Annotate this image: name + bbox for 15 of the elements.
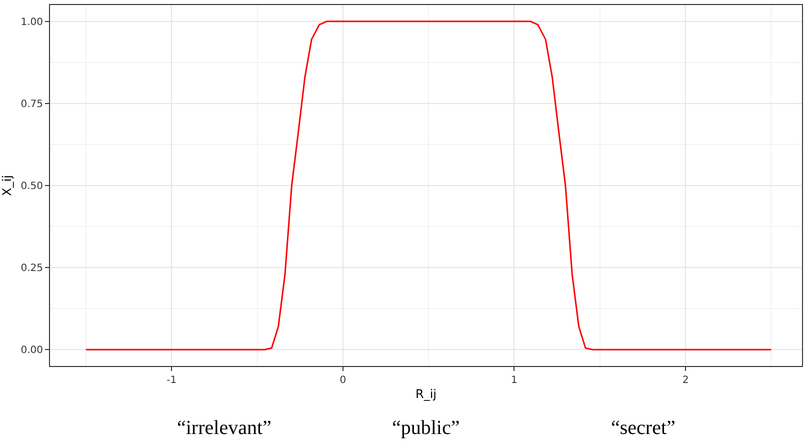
y-tick-label: 1.00 [20,16,43,28]
y-tick-label: 0.25 [20,263,43,274]
text: “secret” [611,417,676,439]
x-axis-title: R_ij [415,386,437,401]
y-tick-label: 0.75 [20,98,43,110]
text: “irrelevant” [177,417,272,439]
y-tick-label: 0.00 [20,345,43,356]
x-tick-label: 0 [340,375,346,386]
x-tick-label: -1 [166,375,177,386]
x-tick-label: 2 [682,375,689,386]
y-tick-label: 0.50 [20,181,43,192]
y-axis-title: X_ij [0,175,14,196]
text: “public” [392,417,460,439]
line-series [85,20,772,350]
x-tick-label: 1 [511,375,518,386]
